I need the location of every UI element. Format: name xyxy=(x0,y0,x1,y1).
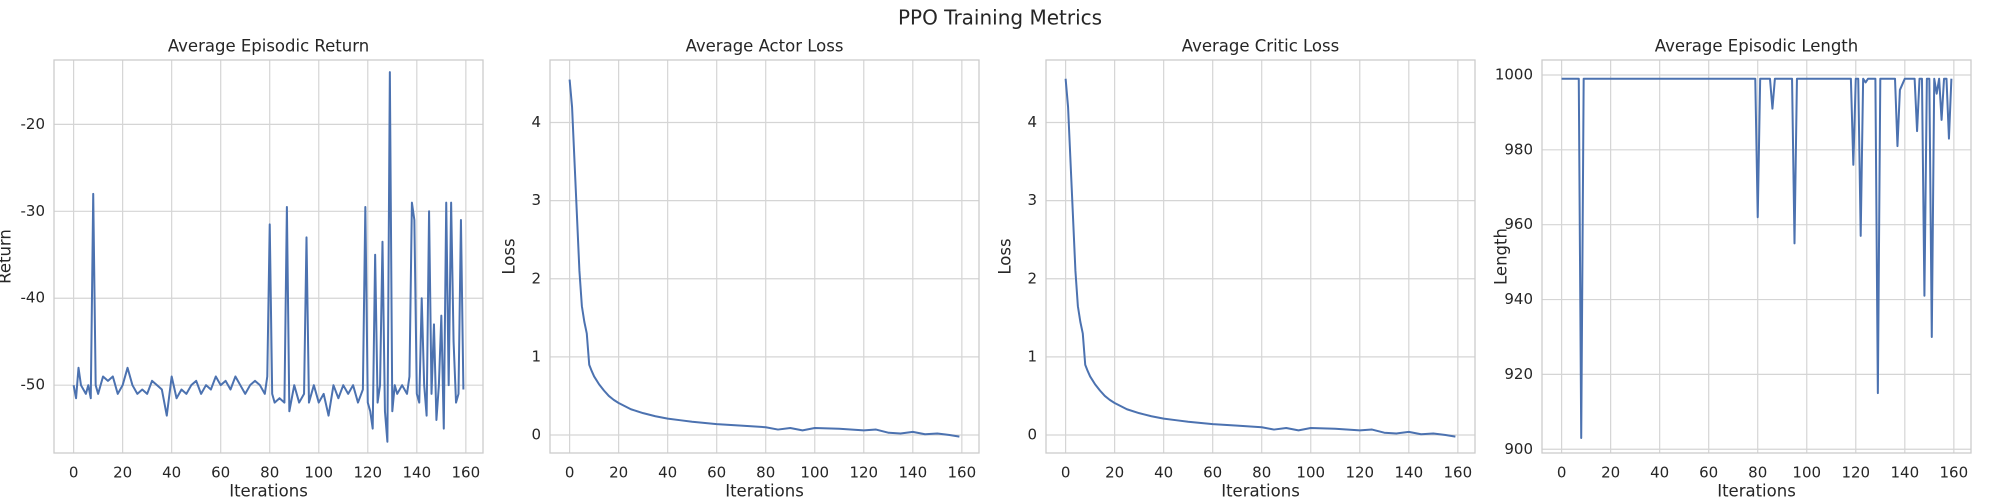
axes-frame xyxy=(549,59,980,454)
subplot-title: Average Episodic Return xyxy=(168,37,369,56)
axes-frame xyxy=(53,59,484,454)
x-tick-label: 120 xyxy=(849,464,878,482)
y-tick-label: 2 xyxy=(531,269,541,287)
figure-title: PPO Training Metrics xyxy=(898,6,1102,30)
x-tick-label: 40 xyxy=(1650,464,1669,482)
x-tick-label: 80 xyxy=(1748,464,1767,482)
x-tick-label: 60 xyxy=(707,464,726,482)
y-tick-label: 1 xyxy=(1027,347,1037,365)
x-tick-label: 20 xyxy=(1601,464,1620,482)
x-tick-label: 40 xyxy=(658,464,677,482)
x-axis-label: Iterations xyxy=(229,482,308,500)
y-tick-label: -40 xyxy=(21,289,46,307)
y-tick-label: 0 xyxy=(531,426,541,444)
x-tick-label: 120 xyxy=(1841,464,1870,482)
x-tick-label: 120 xyxy=(1345,464,1374,482)
x-tick-label: 40 xyxy=(162,464,181,482)
x-tick-label: 120 xyxy=(353,464,382,482)
y-tick-label: 900 xyxy=(1504,440,1533,458)
y-tick-label: 3 xyxy=(531,191,541,209)
subplot-title: Average Critic Loss xyxy=(1182,37,1339,56)
x-tick-label: 100 xyxy=(800,464,829,482)
y-tick-label: 4 xyxy=(1027,113,1037,131)
x-tick-label: 0 xyxy=(1557,464,1567,482)
y-tick-label: 940 xyxy=(1504,290,1533,308)
y-tick-label: 960 xyxy=(1504,215,1533,233)
x-tick-label: 160 xyxy=(452,464,481,482)
x-tick-label: 160 xyxy=(1940,464,1969,482)
y-axis-label: Loss xyxy=(996,238,1015,274)
y-tick-label: 920 xyxy=(1504,365,1533,383)
data-line xyxy=(1064,78,1456,438)
data-line xyxy=(1561,77,1953,440)
x-tick-label: 60 xyxy=(211,464,230,482)
x-axis-label: Iterations xyxy=(725,482,804,500)
y-tick-label: 980 xyxy=(1504,140,1533,158)
y-axis-label: Return xyxy=(0,229,15,284)
x-axis-label: Iterations xyxy=(1717,482,1796,500)
data-line xyxy=(568,79,960,438)
x-tick-label: 80 xyxy=(756,464,775,482)
y-tick-label: -50 xyxy=(21,376,46,394)
y-tick-label: 2 xyxy=(1027,269,1037,287)
x-tick-label: 140 xyxy=(898,464,927,482)
y-tick-label: -20 xyxy=(21,115,46,133)
x-tick-label: 60 xyxy=(1699,464,1718,482)
x-tick-label: 0 xyxy=(69,464,79,482)
axes-frame xyxy=(1541,59,1972,454)
x-tick-label: 100 xyxy=(1792,464,1821,482)
x-tick-label: 20 xyxy=(609,464,628,482)
x-tick-label: 140 xyxy=(402,464,431,482)
x-tick-label: 20 xyxy=(1105,464,1124,482)
data-line xyxy=(72,71,465,443)
x-tick-label: 80 xyxy=(260,464,279,482)
x-tick-label: 0 xyxy=(565,464,575,482)
x-tick-label: 100 xyxy=(1296,464,1325,482)
x-tick-label: 60 xyxy=(1203,464,1222,482)
y-tick-label: 0 xyxy=(1027,426,1037,444)
y-axis-label: Loss xyxy=(500,238,519,274)
x-tick-label: 20 xyxy=(113,464,132,482)
y-tick-label: -30 xyxy=(21,202,46,220)
x-tick-label: 140 xyxy=(1890,464,1919,482)
y-axis-label: Length xyxy=(1492,228,1511,285)
x-tick-label: 80 xyxy=(1252,464,1271,482)
y-tick-label: 4 xyxy=(531,113,541,131)
subplot-title: Average Actor Loss xyxy=(686,37,844,56)
subplot-title: Average Episodic Length xyxy=(1655,37,1858,56)
axes-frame xyxy=(1045,59,1476,454)
x-tick-label: 0 xyxy=(1061,464,1071,482)
x-tick-label: 100 xyxy=(304,464,333,482)
x-tick-label: 40 xyxy=(1154,464,1173,482)
x-tick-label: 140 xyxy=(1394,464,1423,482)
y-tick-label: 1 xyxy=(531,347,541,365)
x-axis-label: Iterations xyxy=(1221,482,1300,500)
x-tick-label: 160 xyxy=(948,464,977,482)
y-tick-label: 3 xyxy=(1027,191,1037,209)
x-tick-label: 160 xyxy=(1444,464,1473,482)
y-tick-label: 1000 xyxy=(1495,65,1533,83)
